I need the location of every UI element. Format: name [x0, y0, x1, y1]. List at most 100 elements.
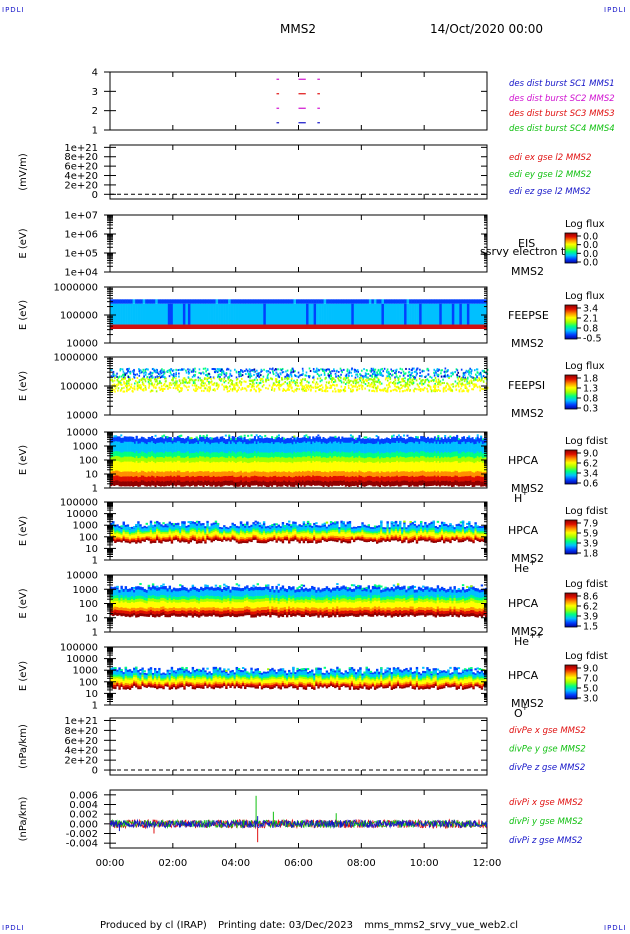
spacecraft-label: MMS2	[511, 337, 544, 350]
species-charge-label: ++	[529, 631, 542, 640]
colorbar-tick-label: 3.4	[583, 469, 598, 480]
y-tick-label: 8e+20	[64, 152, 98, 163]
species-label: H	[514, 492, 522, 505]
panel-frame	[109, 717, 488, 776]
y-axis-label: E (eV)	[18, 661, 29, 691]
corner-label-bottom-left: IPDLI	[2, 924, 25, 932]
legend-entry: des dist burst SC1 MMS1	[509, 79, 615, 89]
y-tick-label: 1e+21	[64, 716, 98, 727]
y-tick-label: 1	[92, 556, 98, 567]
y-tick-label: 2e+20	[64, 180, 98, 191]
colorbar-title: Log fdist	[565, 651, 608, 662]
y-tick-label: 2e+20	[64, 756, 98, 767]
y-tick-label: 0	[92, 766, 98, 777]
x-tick-label: 12:00	[473, 858, 502, 869]
x-tick-label: 10:00	[410, 858, 439, 869]
colorbar-tick-label: 6.2	[583, 602, 598, 613]
y-tick-label: 1000	[73, 585, 98, 596]
colorbar-tick-label: 9.0	[583, 449, 598, 460]
instrument-label: FEEPSI	[508, 379, 545, 392]
colorbar-tick-label: 0.0	[583, 232, 598, 243]
footer-script: mms_mms2_srvy_vue_web2.cl	[364, 920, 518, 931]
colorbar-tick-label: 1.8	[583, 549, 598, 560]
y-tick-label: 100000	[60, 311, 98, 322]
colorbar-tick-label: 0.0	[583, 249, 598, 260]
y-tick-label: 2	[92, 106, 98, 117]
footer-printed: Printing date: 03/Dec/2023	[217, 920, 353, 931]
colorbar-tick-label: 7.0	[583, 674, 598, 685]
y-tick-label: 10000	[66, 654, 98, 665]
y-tick-label: 1	[92, 484, 98, 495]
colorbar-tick-label: 0.0	[583, 258, 598, 269]
species-label: O	[514, 707, 523, 720]
colorbar-title: Log flux	[565, 219, 605, 230]
y-tick-label: 0.000	[69, 819, 98, 830]
panel-p3: 1e+04 1e+05 1e+06 1e+07 E (eV) EIS MMS2 ssrvy e…	[18, 211, 605, 279]
colorbar-tick-label: 0.8	[583, 324, 598, 335]
y-tick-label: 4	[92, 68, 98, 79]
y-tick-label: 1000	[73, 442, 98, 453]
colorbar-tick-label: 0.8	[583, 394, 598, 405]
colorbar-tick-label: 7.9	[583, 519, 598, 530]
y-tick-label: 1e+04	[64, 268, 98, 279]
y-tick-label: 0	[92, 190, 98, 201]
x-tick-label: 02:00	[158, 858, 187, 869]
spacecraft-label: MMS2	[511, 697, 544, 710]
legend-entry: des dist burst SC3 MMS3	[509, 109, 615, 119]
corner-label-top-left: IPDLI	[2, 6, 25, 14]
y-tick-label: -0.004	[66, 839, 98, 850]
y-tick-label: 6e+20	[64, 162, 98, 173]
legend-entry: divPi x gse MMS2	[509, 798, 583, 808]
y-axis-label: E (eV)	[18, 300, 29, 330]
y-tick-label: 0.004	[69, 800, 98, 811]
colorbar-tick-label: 0.0	[583, 240, 598, 251]
legend-entry: des dist burst SC2 MMS2	[509, 94, 615, 104]
legend-entry: divPe z gse MMS2	[509, 763, 585, 773]
y-axis-label: E (eV)	[18, 228, 29, 258]
y-tick-label: -0.002	[66, 829, 98, 840]
colorbar-tick-label: 1.8	[583, 374, 598, 385]
panel-frame	[109, 144, 488, 200]
y-tick-label: 10	[85, 544, 98, 555]
colorbar-tick-label: 5.9	[583, 529, 598, 540]
colorbar-tick-label: 1.3	[583, 384, 598, 395]
colorbar	[564, 232, 578, 264]
spacecraft-title: MMS2	[280, 22, 316, 36]
colorbar-tick-label: 3.9	[583, 539, 598, 550]
corner-label-top-right: IPDLI	[604, 6, 627, 14]
colorbar-tick-label: 0.3	[583, 404, 598, 415]
colorbar	[564, 304, 578, 340]
legend-entry: divPe y gse MMS2	[509, 745, 586, 755]
legend-entry: des dist burst SC4 MMS4	[509, 124, 615, 134]
species-label: He	[514, 635, 529, 648]
overlay-label: ssrvy electron to	[480, 245, 572, 258]
y-tick-label: 100000	[60, 498, 98, 509]
x-tick-label: 06:00	[284, 858, 313, 869]
panel-frame	[109, 71, 488, 131]
panel-p1: 1 2 3 4 des dist burst SC1 MMS1 des dist burs…	[92, 68, 615, 137]
y-tick-label: 10	[85, 689, 98, 700]
species-charge-label: +	[529, 558, 536, 567]
series-z	[109, 818, 488, 830]
y-tick-label: 1000000	[53, 283, 98, 294]
y-tick-label: 100000	[60, 382, 98, 393]
y-tick-label: 100000	[60, 643, 98, 654]
spacecraft-label: MMS2	[511, 552, 544, 565]
instrument-label: HPCA	[508, 669, 539, 682]
colorbar-tick-label: 9.0	[583, 664, 598, 675]
y-tick-label: 10000	[66, 339, 98, 350]
instrument-label: EIS	[518, 237, 535, 250]
instrument-label: HPCA	[508, 524, 539, 537]
y-tick-label: 10000	[66, 428, 98, 439]
y-tick-label: 1000	[73, 521, 98, 532]
species-label: He	[514, 562, 529, 575]
colorbar-tick-label: 3.9	[583, 612, 598, 623]
y-tick-label: 100	[79, 532, 98, 543]
y-tick-label: 10000	[66, 411, 98, 422]
